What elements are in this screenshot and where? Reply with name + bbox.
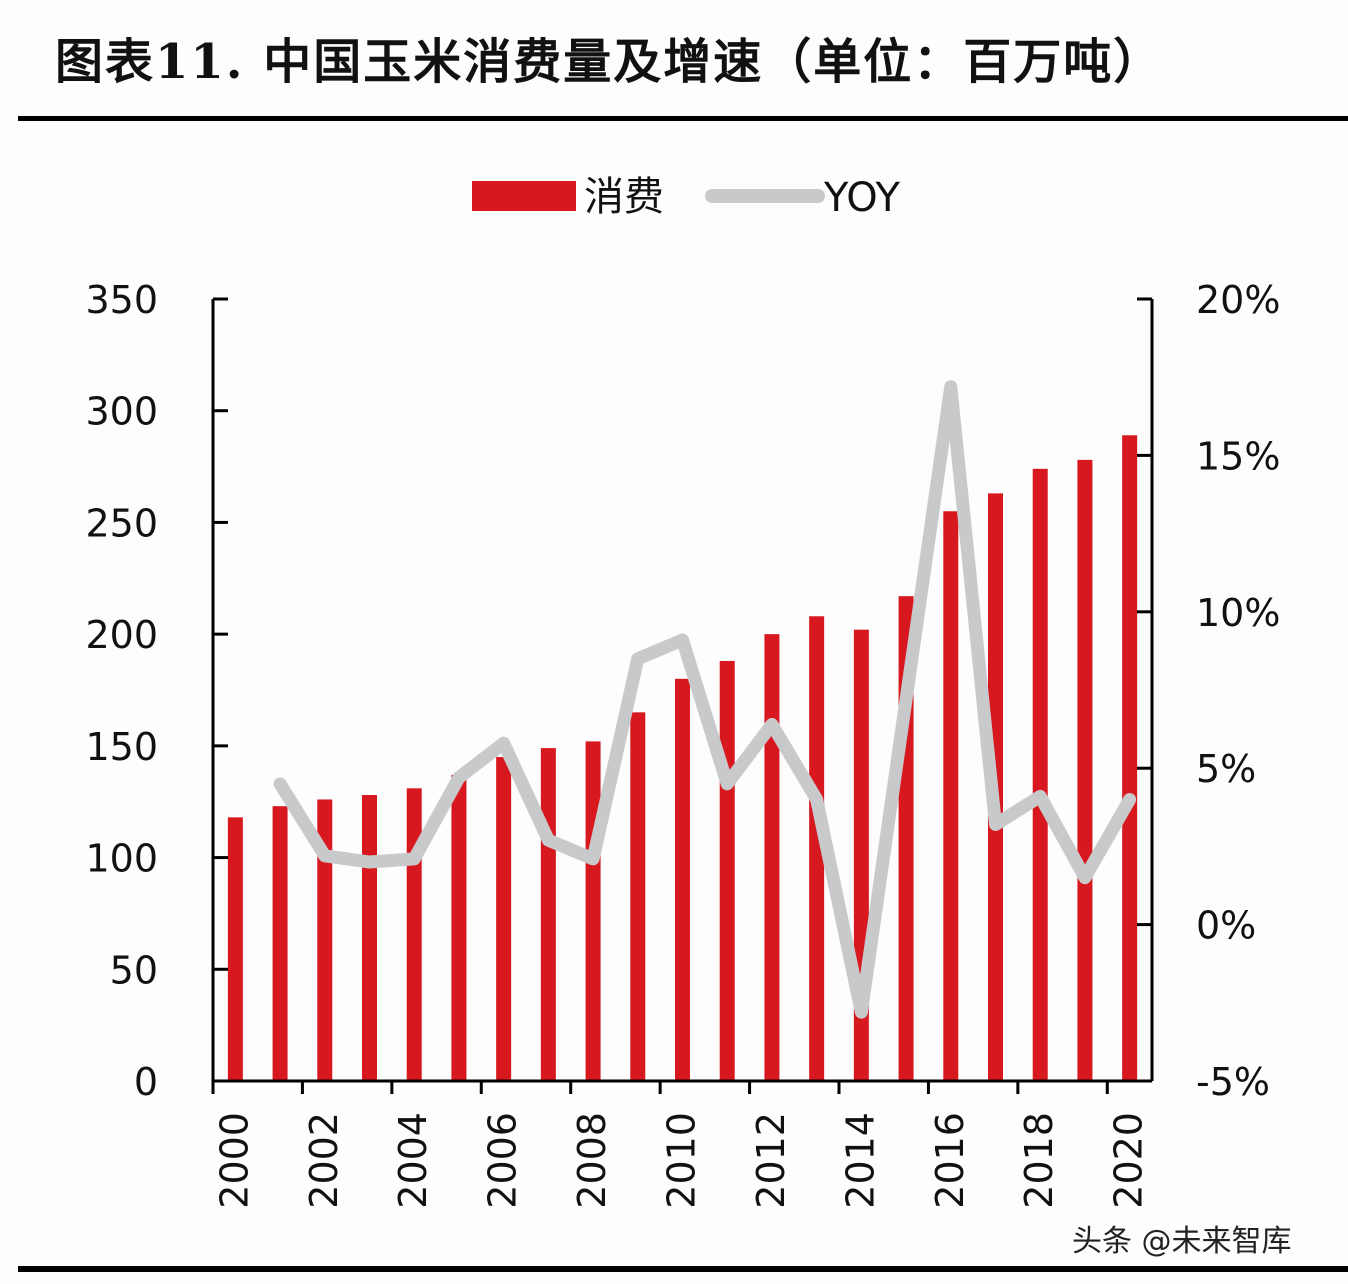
yoy-point-2018 (1039, 795, 1041, 797)
bar-2000 (227, 817, 243, 1081)
legend-swatch-consumption (472, 181, 576, 211)
yoy-point-2001 (279, 783, 281, 785)
x-tick-label: 2020 (1107, 1112, 1151, 1209)
bottom-rule (18, 1266, 1348, 1272)
x-tick-label: 2004 (391, 1112, 435, 1209)
x-tick-label: 2000 (212, 1112, 256, 1209)
yoy-point-2012 (771, 723, 773, 725)
yoy-line (273, 380, 1137, 1019)
yoy-point-2007 (547, 839, 549, 841)
legend: 消费 YOY (472, 174, 901, 221)
yoy-point-2010 (682, 639, 683, 641)
yoy-point-2004 (413, 858, 415, 860)
bar-2004 (406, 788, 422, 1081)
bar-2001 (272, 806, 288, 1081)
yoy-point-2009 (637, 658, 639, 660)
yoy-point-2017 (995, 824, 996, 826)
y2-tick-label: 10% (1196, 591, 1280, 635)
bar-2007 (540, 748, 556, 1081)
bar-2011 (719, 660, 735, 1081)
y-tick-label: 0 (134, 1060, 158, 1104)
x-tick-label: 2008 (570, 1112, 614, 1209)
axes (211, 297, 1154, 1094)
x-tick-label: 2016 (928, 1112, 972, 1209)
y-tick-label: 100 (85, 837, 158, 881)
y-tick-label: 50 (110, 948, 158, 992)
yoy-point-2013 (816, 798, 818, 800)
y-tick-label: 200 (85, 613, 158, 657)
y-tick-label: 300 (85, 390, 158, 434)
bar-2009 (630, 712, 646, 1081)
x-tick-label: 2012 (749, 1112, 793, 1209)
y2-tick-label: 15% (1196, 434, 1280, 478)
chart-title: 图表11. 中国玉米消费量及增速（单位：百万吨） (55, 34, 1164, 90)
bar-2020 (1122, 435, 1138, 1081)
bar-2016 (943, 511, 959, 1081)
bar-2003 (362, 795, 377, 1081)
yoy-point-2020 (1129, 798, 1131, 800)
line-series (273, 380, 1137, 1019)
y2-tick-label: 5% (1196, 747, 1256, 791)
yoy-point-2008 (592, 858, 594, 860)
x-tick-label: 2014 (838, 1112, 882, 1209)
y2-tick-label: 20% (1196, 278, 1280, 322)
yoy-point-2006 (503, 742, 505, 744)
y-tick-label: 150 (85, 725, 158, 769)
bar-series (227, 435, 1138, 1082)
yoy-point-2005 (458, 777, 460, 779)
bar-2018 (1032, 468, 1048, 1081)
yoy-point-2003 (369, 861, 370, 863)
y-tick-label: 350 (85, 278, 158, 322)
yoy-point-2011 (726, 783, 728, 785)
bar-2006 (496, 757, 512, 1081)
bar-2002 (317, 799, 333, 1081)
legend-label-consumption: 消费 (584, 174, 664, 220)
top-rule (18, 116, 1348, 121)
bar-2019 (1077, 459, 1093, 1082)
y2-tick-label: 0% (1196, 904, 1256, 948)
y-tick-label: 250 (85, 501, 158, 545)
yoy-point-2016 (950, 386, 952, 388)
legend-label-yoy: YOY (823, 175, 901, 221)
x-tick-label: 2006 (481, 1112, 525, 1209)
y2-tick-label: -5% (1196, 1060, 1270, 1104)
yoy-point-2002 (324, 855, 326, 857)
x-tick-label: 2018 (1017, 1112, 1061, 1209)
watermark: 头条 @未来智库 (1072, 1224, 1292, 1259)
bar-2010 (675, 678, 690, 1081)
bar-2008 (585, 741, 601, 1081)
bar-2005 (451, 774, 467, 1081)
bar-2012 (764, 634, 780, 1081)
x-tick-label: 2002 (302, 1112, 346, 1209)
yoy-point-2014 (860, 1011, 862, 1013)
yoy-point-2019 (1084, 877, 1086, 879)
x-tick-label: 2010 (660, 1112, 704, 1209)
yoy-point-2015 (905, 698, 907, 700)
bar-2013 (809, 616, 825, 1081)
tick-labels: 0 50 100 150 200 250 300 350 -5% 0% 5% 10% 15% 20% 200… (85, 278, 1280, 1209)
